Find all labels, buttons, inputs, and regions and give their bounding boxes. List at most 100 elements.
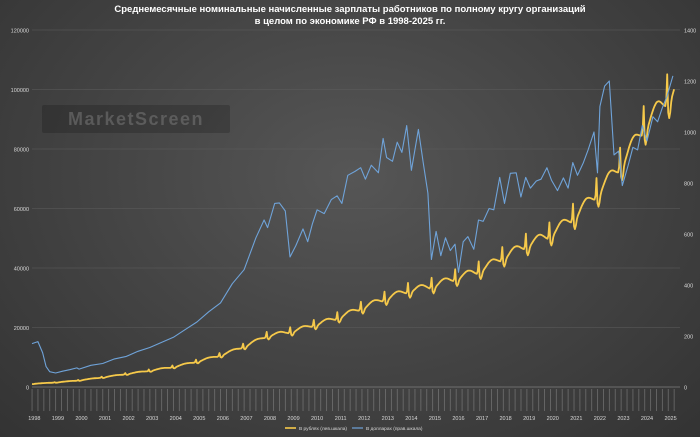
- x-minor-tick-mark: [361, 389, 363, 411]
- series-line-usd: [31, 75, 674, 374]
- y-right-tick-label: 600: [684, 233, 693, 239]
- x-minor-tick-mark: [408, 389, 410, 411]
- x-minor-tick-mark: [102, 389, 104, 411]
- x-minor-tick-mark: [656, 389, 657, 411]
- series-line-rub: [31, 73, 675, 385]
- x-minor-tick-mark: [385, 389, 386, 411]
- x-year-label: 2009: [287, 416, 299, 422]
- x-minor-tick-mark: [255, 389, 257, 411]
- x-minor-tick-mark: [149, 389, 151, 411]
- x-minor-tick-mark: [502, 389, 504, 411]
- legend-label-usd: В долларах (прав.шкала): [366, 426, 423, 432]
- x-year-label: 2017: [476, 416, 488, 422]
- x-minor-tick-mark: [520, 389, 522, 411]
- x-minor-tick-mark: [585, 389, 587, 411]
- x-year-label: 2002: [122, 416, 134, 422]
- x-minor-tick-mark: [479, 389, 481, 411]
- x-minor-tick-mark: [196, 389, 198, 411]
- x-minor-tick-mark: [343, 389, 345, 411]
- x-minor-tick-mark: [355, 389, 357, 411]
- x-year-label: 2010: [311, 416, 323, 422]
- x-minor-tick-mark: [620, 389, 622, 411]
- x-minor-tick-mark: [402, 389, 404, 411]
- x-minor-tick-mark: [326, 389, 328, 411]
- x-minor-tick-mark: [261, 389, 263, 411]
- x-year-label: 2014: [405, 416, 417, 422]
- x-minor-tick-mark: [573, 389, 575, 411]
- x-minor-tick-mark: [491, 389, 492, 411]
- x-minor-tick-mark: [603, 389, 604, 411]
- y-right-tick-label: 200: [684, 335, 693, 341]
- x-minor-tick-mark: [273, 389, 275, 411]
- x-minor-tick-mark: [379, 389, 381, 411]
- x-minor-tick-mark: [143, 389, 145, 411]
- x-year-label: 2024: [641, 416, 653, 422]
- x-minor-tick-mark: [526, 389, 528, 411]
- x-minor-tick-mark: [296, 389, 298, 411]
- watermark-logo: MarketScreen: [42, 105, 230, 133]
- x-year-label: 2023: [617, 416, 629, 422]
- x-year-label: 2015: [429, 416, 441, 422]
- legend-label-rub: В рублях (лев.шкала): [299, 426, 347, 432]
- x-minor-tick-mark: [61, 389, 62, 411]
- x-minor-tick-mark: [78, 389, 80, 411]
- x-year-label: 2020: [547, 416, 559, 422]
- x-minor-tick-group: [31, 389, 675, 411]
- x-minor-tick-mark: [279, 389, 280, 411]
- y-right-tick-label: 400: [684, 284, 693, 290]
- x-minor-tick-mark: [249, 389, 251, 411]
- x-minor-tick-mark: [373, 389, 375, 411]
- x-minor-tick-mark: [420, 389, 422, 411]
- x-minor-tick-mark: [72, 389, 74, 411]
- x-minor-tick-mark: [396, 389, 398, 411]
- x-minor-tick-mark: [108, 389, 110, 411]
- x-minor-tick-mark: [66, 389, 68, 411]
- y-right-tick-label: 1400: [684, 29, 696, 35]
- x-year-label: 2003: [146, 416, 158, 422]
- x-minor-tick-mark: [208, 389, 210, 411]
- x-minor-tick-mark: [90, 389, 92, 411]
- x-minor-tick-mark: [644, 389, 646, 411]
- x-minor-tick-mark: [119, 389, 121, 411]
- x-minor-tick-mark: [367, 389, 369, 411]
- x-minor-tick-mark: [202, 389, 204, 411]
- x-minor-tick-mark: [632, 389, 634, 411]
- y-left-tick-label: 60000: [14, 207, 29, 213]
- x-year-label: 2011: [335, 416, 347, 422]
- x-minor-tick-mark: [284, 389, 286, 411]
- x-minor-tick-mark: [220, 389, 222, 411]
- x-minor-tick-mark: [485, 389, 487, 411]
- x-minor-tick-mark: [214, 389, 216, 411]
- x-minor-tick-mark: [302, 389, 304, 411]
- x-minor-tick-mark: [673, 389, 675, 411]
- x-minor-tick-mark: [432, 389, 434, 411]
- x-minor-tick-mark: [561, 389, 563, 411]
- x-minor-tick-mark: [591, 389, 593, 411]
- x-minor-tick-mark: [473, 389, 475, 411]
- x-minor-tick-mark: [55, 389, 57, 411]
- x-minor-tick-mark: [178, 389, 180, 411]
- x-minor-tick-mark: [438, 389, 439, 411]
- x-minor-tick-mark: [567, 389, 569, 411]
- x-minor-tick-mark: [614, 389, 616, 411]
- x-minor-tick-mark: [43, 389, 45, 411]
- x-minor-tick-mark: [237, 389, 239, 411]
- x-minor-tick-mark: [455, 389, 457, 411]
- x-minor-tick-mark: [508, 389, 510, 411]
- x-year-label: 2001: [99, 416, 111, 422]
- y-right-tick-label: 800: [684, 182, 693, 188]
- x-minor-tick-mark: [184, 389, 186, 411]
- x-minor-tick-mark: [626, 389, 628, 411]
- x-minor-tick-mark: [667, 389, 669, 411]
- x-year-label: 2019: [523, 416, 535, 422]
- x-year-label: 1999: [52, 416, 64, 422]
- x-minor-tick-mark: [638, 389, 640, 411]
- x-minor-tick-mark: [226, 389, 227, 411]
- y-right-tick-label: 0: [684, 386, 687, 392]
- x-minor-tick-mark: [443, 389, 445, 411]
- x-minor-tick-mark: [320, 389, 322, 411]
- y-right-tick-label: 1200: [684, 80, 696, 86]
- y-left-tick-label: 0: [26, 386, 29, 392]
- x-year-label: 2022: [594, 416, 606, 422]
